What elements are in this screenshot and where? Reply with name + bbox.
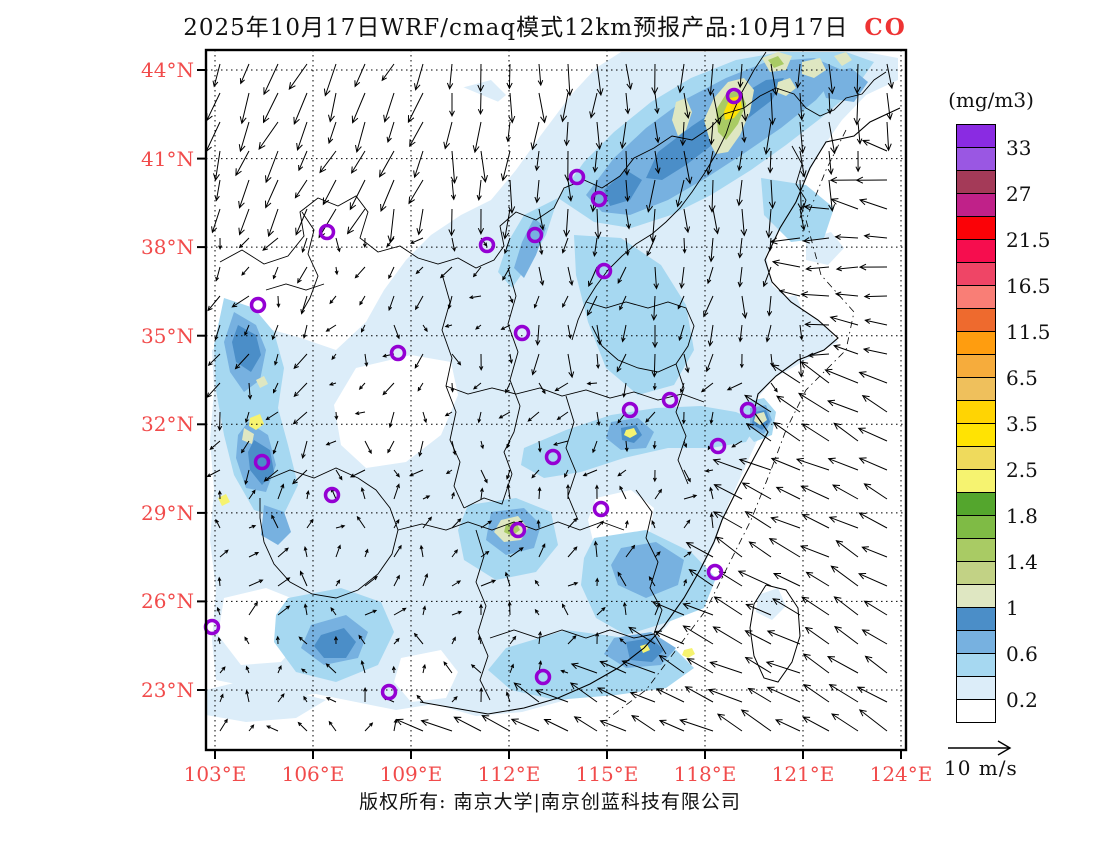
city-marker bbox=[590, 190, 608, 208]
colorbar-cell bbox=[956, 193, 996, 217]
city-marker bbox=[253, 453, 271, 471]
city-marker bbox=[323, 486, 341, 504]
lat-tick-label: 26°N bbox=[141, 589, 194, 614]
city-marker bbox=[739, 401, 757, 419]
colorbar-cell bbox=[956, 446, 996, 470]
colorbar-unit-label: (mg/m3) bbox=[948, 88, 1034, 112]
lat-tick-label: 44°N bbox=[141, 58, 194, 82]
city-marker bbox=[526, 226, 544, 244]
wind-scale-label: 10 m/s bbox=[944, 756, 1018, 780]
colorbar-tick-label: 1 bbox=[1006, 596, 1019, 620]
colorbar-cell bbox=[956, 538, 996, 562]
colorbar-cell bbox=[956, 561, 996, 585]
colorbar-cell bbox=[956, 607, 996, 631]
map-area bbox=[197, 48, 908, 759]
colorbar-cell bbox=[956, 515, 996, 539]
colorbar-cell bbox=[956, 653, 996, 677]
city-marker bbox=[513, 324, 531, 342]
colorbar-tick-label: 27 bbox=[1006, 182, 1032, 206]
colorbar-tick-label: 21.5 bbox=[1006, 228, 1051, 252]
colorbar-cell bbox=[956, 262, 996, 286]
lon-tick-label: 106°E bbox=[281, 762, 345, 786]
colorbar-cell bbox=[956, 400, 996, 424]
lat-tick-label: 41°N bbox=[141, 146, 194, 171]
city-marker bbox=[709, 437, 727, 455]
city-marker bbox=[534, 668, 552, 686]
city-marker bbox=[318, 223, 336, 241]
colorbar-tick-label: 0.2 bbox=[1006, 688, 1038, 712]
colorbar-tick-label: 16.5 bbox=[1006, 274, 1051, 298]
lat-tick-label: 35°N bbox=[141, 323, 194, 348]
lat-tick-label: 29°N bbox=[141, 500, 194, 525]
city-marker bbox=[706, 563, 724, 581]
city-marker bbox=[725, 87, 743, 105]
city-marker bbox=[592, 500, 610, 518]
colorbar-cell bbox=[956, 216, 996, 240]
city-marker bbox=[249, 296, 267, 314]
colorbar-cell bbox=[956, 423, 996, 447]
lat-tick-label: 32°N bbox=[141, 412, 194, 437]
colorbar-cell bbox=[956, 377, 996, 401]
colorbar-tick-label: 33 bbox=[1006, 136, 1032, 160]
colorbar-cell bbox=[956, 285, 996, 309]
colorbar-tick-label: 11.5 bbox=[1006, 320, 1051, 344]
colorbar-cell bbox=[956, 354, 996, 378]
colorbar-cell bbox=[956, 630, 996, 654]
page-title: 2025年10月17日WRF/cmaq模式12km预报产品:10月17日 CO bbox=[0, 8, 1090, 42]
city-marker bbox=[389, 344, 407, 362]
lon-tick-label: 109°E bbox=[379, 762, 443, 786]
lon-tick-label: 118°E bbox=[673, 762, 737, 786]
colorbar-cell bbox=[956, 331, 996, 355]
colorbar-cell bbox=[956, 124, 996, 148]
lon-tick-label: 115°E bbox=[575, 762, 639, 786]
lon-tick-label: 124°E bbox=[869, 762, 933, 786]
colorbar-cell bbox=[956, 492, 996, 516]
colorbar-tick-label: 1.4 bbox=[1006, 550, 1038, 574]
wind-scale-arrow bbox=[948, 740, 1012, 756]
copyright-text: 版权所有: 南京大学|南京创蓝科技有限公司 bbox=[359, 791, 741, 813]
city-marker bbox=[568, 168, 586, 186]
colorbar-cell bbox=[956, 584, 996, 608]
colorbar-tick-label: 2.5 bbox=[1006, 458, 1038, 482]
colorbar bbox=[956, 124, 996, 723]
city-marker bbox=[544, 448, 562, 466]
lon-tick-label: 121°E bbox=[771, 762, 835, 786]
city-marker bbox=[380, 683, 398, 701]
colorbar-cell bbox=[956, 170, 996, 194]
colorbar-cell bbox=[956, 308, 996, 332]
title-text: 2025年10月17日WRF/cmaq模式12km预报产品:10月17日 bbox=[183, 15, 849, 41]
city-marker bbox=[478, 236, 496, 254]
city-marker bbox=[595, 262, 613, 280]
colorbar-cell bbox=[956, 676, 996, 700]
colorbar-tick-label: 0.6 bbox=[1006, 642, 1038, 666]
colorbar-cell bbox=[956, 147, 996, 171]
colorbar-cell bbox=[956, 469, 996, 493]
map-plot bbox=[197, 48, 908, 759]
colorbar-tick-label: 3.5 bbox=[1006, 412, 1038, 436]
lon-tick-label: 103°E bbox=[183, 762, 247, 786]
pollutant-label: CO bbox=[864, 14, 907, 41]
city-marker bbox=[509, 521, 527, 539]
lat-tick-label: 38°N bbox=[141, 235, 194, 260]
lat-tick-label: 23°N bbox=[141, 678, 194, 702]
colorbar-cell bbox=[956, 699, 996, 723]
city-marker bbox=[661, 391, 679, 409]
colorbar-cell bbox=[956, 239, 996, 263]
colorbar-tick-label: 6.5 bbox=[1006, 366, 1038, 390]
city-marker bbox=[621, 401, 639, 419]
lon-tick-label: 112°E bbox=[477, 762, 541, 786]
colorbar-tick-label: 1.8 bbox=[1006, 504, 1038, 528]
